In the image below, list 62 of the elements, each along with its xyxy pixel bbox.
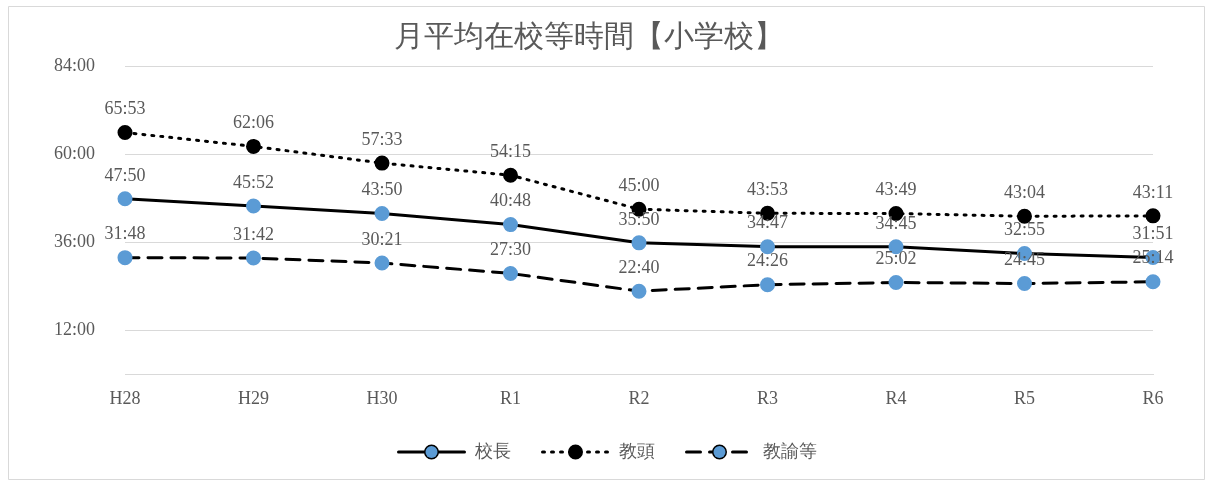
data-label: 35:50	[618, 208, 660, 229]
x-tick-label: H30	[366, 387, 398, 408]
data-label: 43:49	[875, 179, 917, 200]
data-label: 25:02	[875, 248, 917, 269]
y-tick-label: 60:00	[53, 142, 95, 163]
data-label: 22:40	[618, 256, 660, 277]
point	[631, 283, 647, 299]
point	[1017, 276, 1032, 292]
point	[631, 235, 647, 251]
data-label: 32:55	[1003, 219, 1046, 240]
point	[374, 255, 390, 271]
point	[374, 155, 390, 171]
x-tick-label: R4	[885, 387, 907, 408]
chart-title: 月平均在校等時間【小学校】	[393, 18, 784, 52]
data-label: 27:30	[489, 239, 532, 260]
data-label: 65:53	[104, 98, 146, 119]
x-tick-label: R6	[1142, 387, 1164, 408]
data-label: 31:48	[104, 223, 146, 244]
point	[117, 250, 133, 266]
data-label: 43:50	[361, 179, 403, 200]
point	[117, 191, 133, 207]
data-label: 54:15	[489, 140, 532, 161]
data-label: 34:45	[875, 212, 917, 233]
data-label: 40:48	[489, 190, 532, 211]
point	[1145, 208, 1161, 224]
x-tick-label: R1	[499, 387, 522, 408]
legend-label: 教頭	[618, 440, 655, 461]
data-label: 30:21	[361, 228, 403, 249]
point	[503, 217, 518, 233]
data-label: 45:52	[232, 171, 275, 192]
x-tick-label: R3	[756, 387, 779, 408]
data-label: 24:26	[746, 250, 789, 271]
point	[760, 277, 775, 293]
x-tick-label: R5	[1013, 387, 1036, 408]
y-tick-label: 12:00	[53, 319, 95, 340]
point	[117, 125, 133, 141]
legend-label: 校長	[473, 440, 511, 461]
data-label: 31:51	[1132, 223, 1174, 244]
point	[246, 138, 261, 154]
x-tick-label: R2	[628, 387, 650, 408]
y-tick-label: 36:00	[53, 230, 95, 251]
x-tick-label: H29	[238, 387, 269, 408]
point	[503, 167, 518, 183]
point	[374, 205, 390, 221]
data-label: 31:42	[232, 223, 275, 244]
point	[246, 198, 261, 214]
data-label: 43:11	[1132, 181, 1174, 202]
point	[888, 274, 904, 290]
point	[1145, 274, 1161, 290]
y-tick-label: 84:00	[53, 54, 95, 75]
data-label: 47:50	[104, 164, 146, 185]
data-label: 57:33	[361, 128, 403, 149]
legend-label: 教諭等	[762, 440, 817, 461]
point	[503, 265, 518, 281]
data-label: 43:53	[746, 179, 789, 200]
point	[246, 250, 261, 266]
x-tick-label: H28	[109, 387, 141, 408]
data-label: 45:00	[618, 174, 660, 195]
data-label: 34:47	[746, 212, 789, 233]
data-label: 43:04	[1003, 182, 1046, 203]
data-label: 24:45	[1003, 249, 1046, 270]
data-label: 62:06	[232, 112, 275, 133]
